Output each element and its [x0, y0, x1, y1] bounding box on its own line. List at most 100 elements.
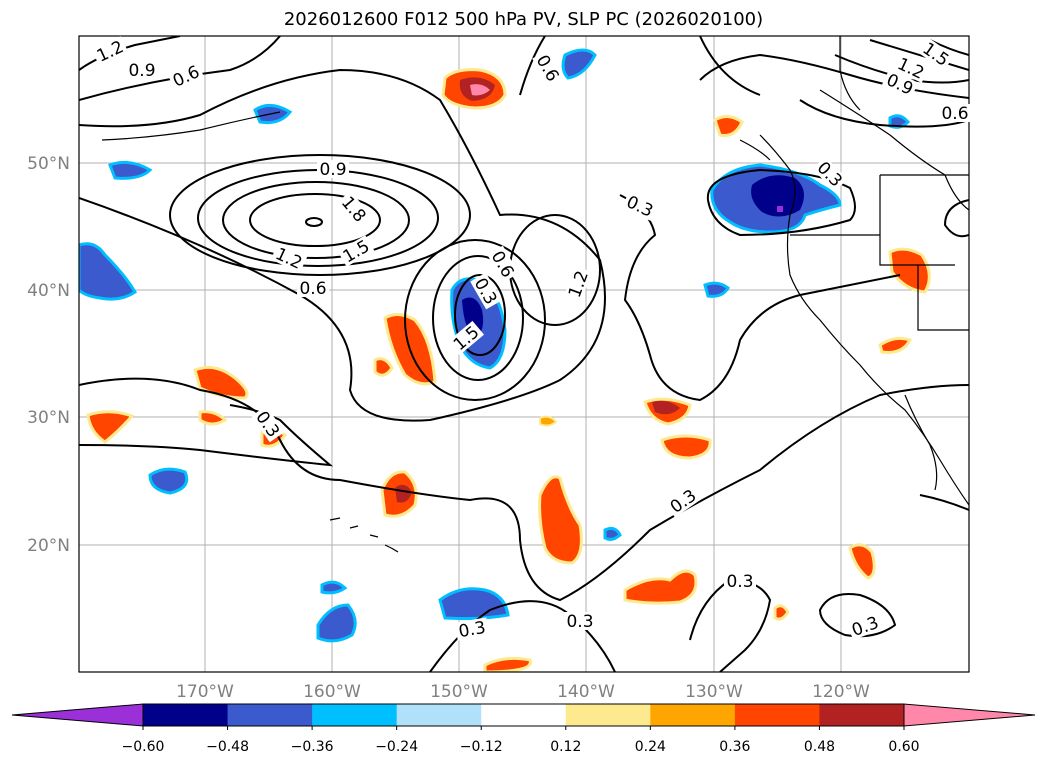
pv-negative-blob	[438, 587, 510, 621]
lon-label: 170°W	[176, 682, 234, 702]
contour-label-bg	[337, 235, 375, 267]
contour-label-bg	[270, 243, 308, 273]
contour-label: 0.9	[319, 160, 346, 180]
contour-label-bg	[892, 53, 930, 83]
contour-label-bg	[812, 156, 848, 192]
pv-extreme-negative	[777, 206, 783, 212]
contour-label-bg	[724, 572, 756, 590]
colorbar-outline	[142, 703, 905, 727]
contour-label-bg	[487, 245, 519, 283]
lat-label: 50°N	[27, 154, 70, 174]
colorbar-tick-label: 0.60	[888, 739, 919, 755]
colorbar-tick-label: −0.24	[375, 739, 418, 755]
contour-label: 0.6	[941, 104, 968, 124]
colorbar: −0.60 −0.48 −0.36 −0.24 −0.12 0.12 0.24 0.36 0.4…	[11, 703, 1036, 755]
colorbar-extend-high	[903, 703, 1036, 727]
lon-label: 140°W	[557, 682, 615, 702]
pv-extreme-positive	[470, 84, 490, 96]
colorbar-swatch	[650, 704, 736, 726]
pv-negative-blob	[148, 467, 189, 495]
pv-negative-blob	[703, 281, 730, 298]
contour-label-bg	[917, 37, 955, 71]
contour-label-bg	[297, 279, 329, 297]
pv-positive-blob	[198, 410, 228, 426]
contour-label-bg	[564, 612, 596, 630]
contour-label-bg	[336, 190, 372, 228]
contour-label-bg	[564, 265, 592, 303]
contour-label: 0.3	[566, 612, 593, 632]
contour-label-bg	[939, 104, 971, 122]
contour-label-bg	[532, 49, 564, 87]
lat-label: 40°N	[27, 281, 70, 301]
contour-label: 0.9	[128, 61, 155, 81]
colorbar-swatch	[819, 704, 905, 726]
colorbar-swatch	[734, 704, 820, 726]
pv-positive-blob	[539, 415, 558, 427]
pv-negative-blob	[561, 48, 597, 80]
contour-label-bg	[454, 617, 490, 641]
pv-positive-blob	[373, 357, 394, 377]
colorbar-tick-label: −0.12	[460, 739, 503, 755]
contour-label: 0.6	[299, 279, 326, 299]
pv-positive-blob	[538, 475, 583, 565]
pv-negative-blob	[888, 114, 911, 129]
latitude-labels: 50°N 40°N 30°N 20°N	[27, 154, 70, 556]
pv-positive-blob	[713, 115, 744, 137]
lon-label: 120°W	[812, 682, 870, 702]
contour-label-bg	[846, 612, 884, 640]
lon-label: 160°W	[303, 682, 361, 702]
contour-label-bg	[881, 69, 919, 99]
pv-negative-blob	[320, 580, 348, 595]
colorbar-tick-label: 0.36	[719, 739, 750, 755]
contour-label-bg	[447, 320, 485, 356]
colorbar-extend-low	[11, 703, 144, 727]
contour-label-bg	[317, 160, 349, 178]
longitude-labels: 170°W 160°W 150°W 140°W 130°W 120°W	[176, 682, 870, 702]
contour-0.9	[169, 154, 471, 276]
colorbar-swatch	[481, 704, 567, 726]
colorbar-swatch	[396, 704, 482, 726]
contour-label-bg	[621, 191, 659, 221]
pv-negative-blob	[603, 526, 622, 541]
contour-label: 0.3	[457, 618, 487, 642]
colorbar-swatch	[143, 704, 229, 726]
contour-label-bg	[470, 272, 502, 310]
map-title: 2026012600 F012 500 hPa PV, SLP PC (2026…	[283, 9, 764, 30]
colorbar-swatch	[565, 704, 651, 726]
pv-negative-blob	[316, 603, 357, 643]
lat-label: 20°N	[27, 536, 70, 556]
colorbar-tick-label: −0.60	[122, 739, 165, 755]
contour-label-bg	[126, 61, 158, 79]
colorbar-swatch	[312, 704, 398, 726]
contour-label-bg	[167, 61, 205, 91]
lat-label: 30°N	[27, 408, 70, 428]
pv-positive-core	[395, 484, 412, 503]
colorbar-swatch	[227, 704, 313, 726]
colorbar-tick-label: −0.36	[291, 739, 334, 755]
pv-positive-blob	[660, 434, 712, 460]
lon-label: 130°W	[685, 682, 743, 702]
colorbar-tick-label: 0.12	[550, 739, 581, 755]
map-frame	[78, 35, 970, 673]
pv-positive-core	[652, 400, 680, 415]
colorbar-tick-label: −0.48	[206, 739, 249, 755]
map-area	[79, 36, 969, 672]
pv-positive-blob	[86, 410, 135, 444]
lon-label: 150°W	[430, 682, 488, 702]
pv-positive-blob	[888, 247, 931, 294]
pv-negative-core	[751, 175, 804, 217]
colorbar-tick-label: 0.48	[804, 739, 835, 755]
pv-shading	[79, 48, 931, 672]
contour-label-bg	[251, 405, 285, 443]
pv-positive-blob	[623, 569, 698, 605]
coastlines	[101, 36, 969, 553]
pv-positive-blob	[773, 604, 790, 621]
contour-label: 0.3	[726, 572, 753, 592]
contour-label-bg	[664, 484, 702, 518]
contour-label-bg	[91, 36, 129, 66]
pv-negative-blob	[79, 242, 138, 301]
pv-positive-blob	[848, 543, 876, 580]
pv-positive-blob	[878, 336, 913, 354]
gridlines	[79, 36, 969, 672]
